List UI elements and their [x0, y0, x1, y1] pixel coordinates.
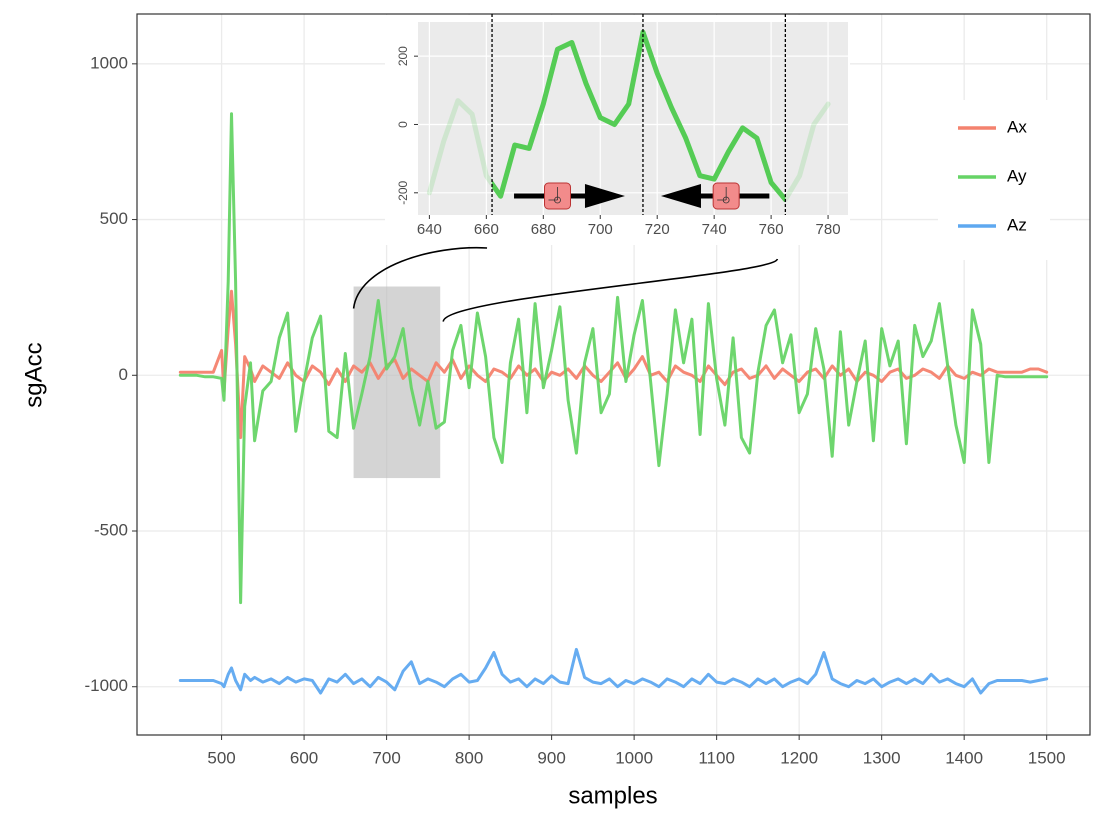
- y-tick-label: 200: [396, 46, 410, 66]
- data-line: [178, 112, 1049, 605]
- x-tick-label: 1300: [863, 748, 901, 767]
- x-axis-title: samples: [568, 782, 657, 809]
- data-line: [492, 29, 786, 203]
- y-axis-title: sgAcc: [20, 342, 47, 407]
- y-tick-label: 0: [396, 121, 410, 128]
- x-tick-label: 700: [372, 748, 400, 767]
- x-tick-label: 500: [207, 748, 235, 767]
- y-tick-label: -200: [396, 180, 410, 204]
- y-tick-label: 1000: [90, 53, 128, 72]
- highlight-window: [353, 286, 441, 479]
- arrow-head: [584, 184, 625, 208]
- x-tick-label: 900: [537, 748, 565, 767]
- x-tick-label: 640: [417, 221, 442, 238]
- x-tick-label: 1500: [1028, 748, 1066, 767]
- x-tick-label: 780: [816, 221, 841, 238]
- plot-border: [136, 13, 1091, 736]
- y-tick-label: -1000: [85, 676, 128, 695]
- x-tick-label: 1400: [945, 748, 983, 767]
- x-tick-label: 800: [455, 748, 483, 767]
- connector: [352, 246, 488, 309]
- y-tick-label: 0: [119, 365, 128, 384]
- x-tick-label: 680: [531, 221, 556, 238]
- y-tick-label: 500: [100, 209, 128, 228]
- legend-box: [938, 100, 1050, 260]
- legend-label: Az: [1007, 215, 1027, 234]
- x-tick-label: 1100: [698, 748, 735, 767]
- x-tick-label: 740: [702, 221, 727, 238]
- y-tick-label: -500: [94, 520, 128, 539]
- inset-plot: -200 0 200 640 660 680 700 720 740 760 780: [352, 14, 850, 322]
- x-tick-label: 720: [645, 221, 670, 238]
- x-tick-label: 660: [474, 221, 499, 238]
- inset-panel: [418, 22, 848, 215]
- data-line: [178, 647, 1049, 695]
- connector: [442, 258, 779, 322]
- arrow-head: [660, 184, 701, 208]
- x-tick-label: 1000: [615, 748, 653, 767]
- legend-label: Ay: [1007, 166, 1027, 185]
- x-tick-label: 600: [290, 748, 318, 767]
- x-tick-label: 700: [588, 221, 613, 238]
- x-tick-label: 1200: [780, 748, 818, 767]
- legend-label: Ax: [1007, 117, 1027, 136]
- x-tick-label: 760: [759, 221, 784, 238]
